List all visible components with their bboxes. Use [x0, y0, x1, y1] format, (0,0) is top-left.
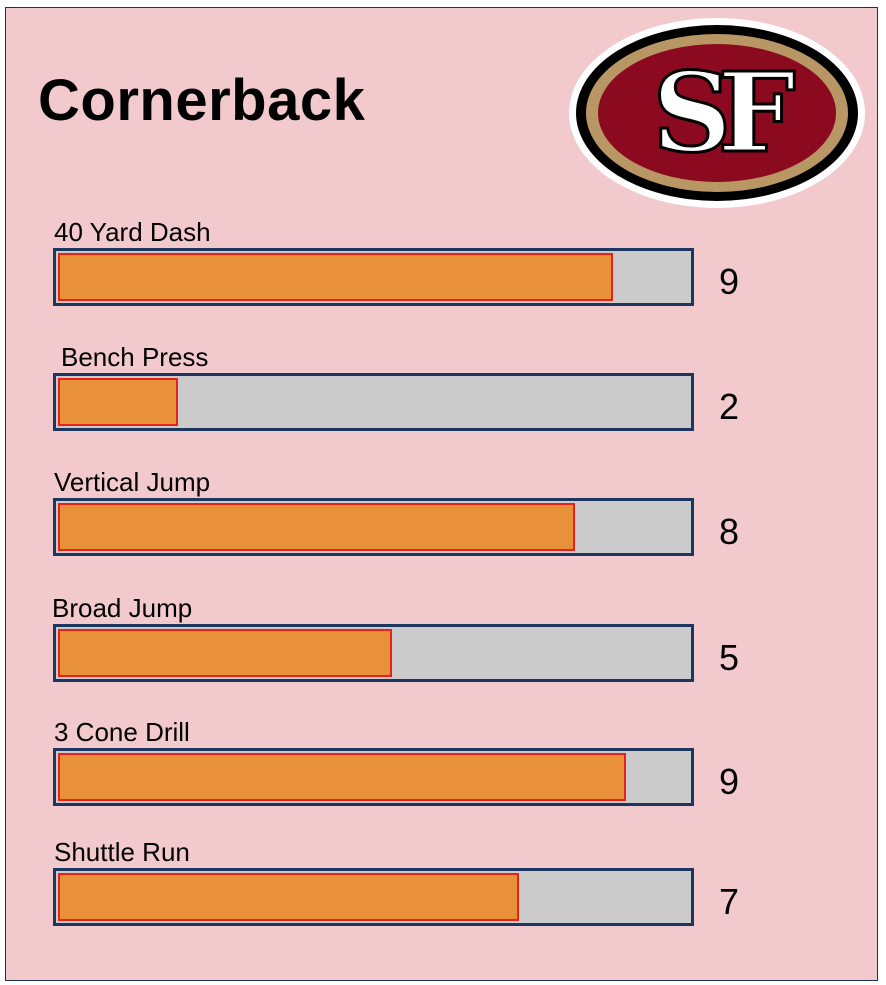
- bar-value: 9: [719, 761, 740, 802]
- bar-track: [53, 373, 694, 431]
- bar-fill: [58, 629, 392, 677]
- bar-label: Broad Jump: [52, 593, 193, 623]
- bar-value: 2: [719, 386, 740, 427]
- bar-fill: [58, 503, 575, 551]
- svg-text:SF: SF: [652, 48, 794, 177]
- bar-label: 40 Yard Dash: [54, 217, 211, 247]
- bar-fill: [58, 253, 613, 301]
- bar-label: 3 Cone Drill: [54, 717, 190, 747]
- sf-logo-icon: SF: [569, 18, 865, 208]
- bar-value: 5: [719, 637, 740, 678]
- bar-value: 7: [719, 881, 740, 922]
- bar-track: [53, 248, 694, 306]
- bar-fill: [58, 753, 626, 801]
- bar-fill: [58, 873, 519, 921]
- bar-track: [53, 748, 694, 806]
- bar-value: 9: [719, 261, 740, 302]
- bar-label: Bench Press: [61, 342, 209, 372]
- bar-label: Vertical Jump: [54, 467, 211, 497]
- bar-track: [53, 498, 694, 556]
- bar-fill: [58, 378, 178, 426]
- chart-title: Cornerback: [38, 68, 366, 133]
- bar-track: [53, 868, 694, 926]
- bar-track: [53, 624, 694, 682]
- bar-value: 8: [719, 511, 740, 552]
- bar-label: Shuttle Run: [54, 837, 190, 867]
